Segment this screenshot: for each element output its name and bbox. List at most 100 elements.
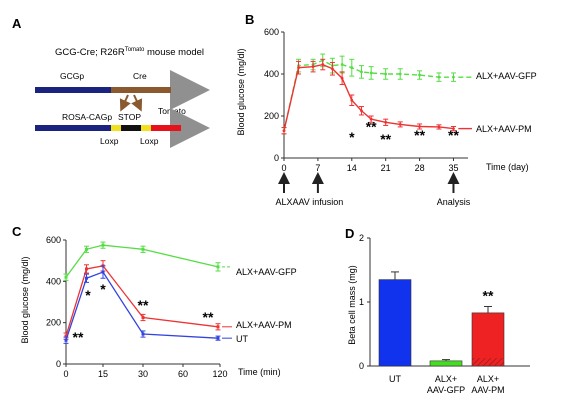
c-point	[101, 270, 105, 274]
b-point	[350, 98, 354, 102]
b-point	[418, 73, 421, 77]
d-category-label: AAV-PM	[471, 385, 504, 395]
tomato-segment	[151, 125, 181, 131]
c-legend-gfp: ALX+AAV-GFP	[236, 267, 297, 277]
b-y-tick-label: 0	[274, 153, 279, 163]
c-point	[141, 332, 145, 336]
c-point	[64, 334, 68, 338]
b-series-line-1	[283, 63, 454, 131]
c-point	[141, 316, 145, 319]
c-x-axis-label: Time (min)	[238, 367, 281, 377]
b-point	[437, 75, 441, 79]
tomato-label: Tomato	[158, 106, 186, 116]
panel-c-chart: Blood glucose (mg/dl) Time (min) ALX+AAV…	[20, 235, 297, 379]
c-y-tick-label: 200	[46, 318, 61, 328]
cre-segment	[111, 87, 171, 93]
b-point	[398, 123, 402, 126]
d-y-tick-label: 2	[359, 233, 364, 243]
d-category-label: ALX+	[477, 374, 499, 384]
c-x-tick-label: 0	[63, 369, 68, 379]
b-point	[331, 67, 334, 71]
d-bar	[429, 360, 463, 367]
d-bar	[471, 312, 505, 367]
b-point	[340, 76, 344, 80]
c-significance-mark: **	[73, 329, 84, 345]
b-series-line-0	[283, 59, 454, 131]
c-x-tick-label: 30	[138, 369, 148, 379]
c-point	[85, 276, 88, 280]
b-x-tick-label: 0	[281, 163, 286, 173]
gcgp-segment	[35, 87, 111, 93]
c-significance-mark: **	[138, 297, 149, 313]
b-point	[398, 72, 402, 76]
c-significance-mark: *	[100, 281, 106, 297]
rosa-segment	[35, 125, 111, 131]
d-y-axis-label: Beta cell mass (mg)	[347, 265, 357, 345]
b-y-tick-label: 200	[264, 111, 279, 121]
d-category-label: UT	[389, 374, 401, 384]
c-point	[64, 338, 68, 342]
rosa-label: ROSA-CAGp	[62, 112, 112, 122]
panel-label-c: C	[12, 224, 22, 239]
c-point	[64, 275, 68, 279]
b-x-tick-label: 35	[448, 163, 458, 173]
b-x-axis-label: Time (day)	[486, 162, 529, 172]
loxp2-segment	[141, 125, 151, 131]
b-point	[282, 129, 286, 133]
c-x-tick-label: 15	[98, 369, 108, 379]
b-event-label: ALX	[275, 197, 292, 207]
d-bar-hatch	[472, 358, 504, 366]
b-point	[437, 125, 441, 129]
b-event-label: AAV infusion	[292, 197, 343, 207]
b-point	[384, 120, 388, 124]
c-x-tick-label: 60	[178, 369, 188, 379]
b-point	[384, 72, 388, 76]
b-legend-gfp: ALX+AAV-GFP	[476, 71, 537, 81]
b-significance-mark: **	[366, 119, 377, 135]
b-x-tick-label: 14	[347, 163, 357, 173]
b-point	[369, 117, 373, 121]
c-significance-mark: *	[85, 287, 91, 303]
d-y-tick-label: 1	[359, 297, 364, 307]
panel-label-a: A	[12, 16, 22, 31]
b-x-tick-label: 28	[415, 163, 425, 173]
c-point	[141, 247, 145, 251]
panel-a-diagram: GCG-Cre; R26RTomato mouse model GCGp Cre…	[35, 47, 210, 148]
stop-label: STOP	[118, 112, 141, 122]
b-point	[369, 71, 373, 75]
b-y-tick-label: 600	[264, 27, 279, 37]
panel-b-chart: Blood glucose (mg/dl) Time (day) ALX+AAV…	[236, 27, 537, 207]
b-legend-pm: ALX+AAV-PM	[476, 124, 532, 134]
c-point	[216, 336, 220, 340]
b-x-tick-label: 7	[315, 163, 320, 173]
loxp1-segment	[111, 125, 121, 131]
b-point	[297, 66, 300, 70]
b-event-label: Analysis	[437, 197, 471, 207]
stop-segment	[121, 125, 141, 131]
b-point	[340, 63, 344, 66]
loxp-left-label: Loxp	[100, 136, 119, 146]
b-point	[452, 127, 455, 130]
c-legend-ut: UT	[236, 334, 248, 344]
c-point	[85, 267, 88, 271]
c-x-tick-label: 120	[212, 369, 227, 379]
b-point	[452, 75, 455, 79]
gcgp-label: GCGp	[60, 71, 84, 81]
diagram-title: GCG-Cre; R26RTomato mouse model	[55, 47, 204, 58]
b-point	[311, 65, 315, 69]
panel-label-d: D	[345, 226, 354, 241]
c-y-tick-label: 0	[56, 359, 61, 369]
d-category-label: ALX+	[435, 374, 457, 384]
b-point	[418, 125, 421, 128]
b-point	[360, 70, 363, 74]
d-significance-mark: **	[483, 287, 494, 303]
cre-arrow-left	[119, 94, 131, 112]
b-significance-mark: **	[380, 131, 391, 147]
cre-label: Cre	[133, 71, 147, 81]
b-x-tick-label: 21	[381, 163, 391, 173]
d-y-tick-label: 0	[359, 361, 364, 371]
b-point	[350, 66, 354, 70]
panel-label-b: B	[245, 12, 254, 27]
cre-arrow-right	[131, 94, 143, 112]
b-y-tick-label: 400	[264, 69, 279, 79]
